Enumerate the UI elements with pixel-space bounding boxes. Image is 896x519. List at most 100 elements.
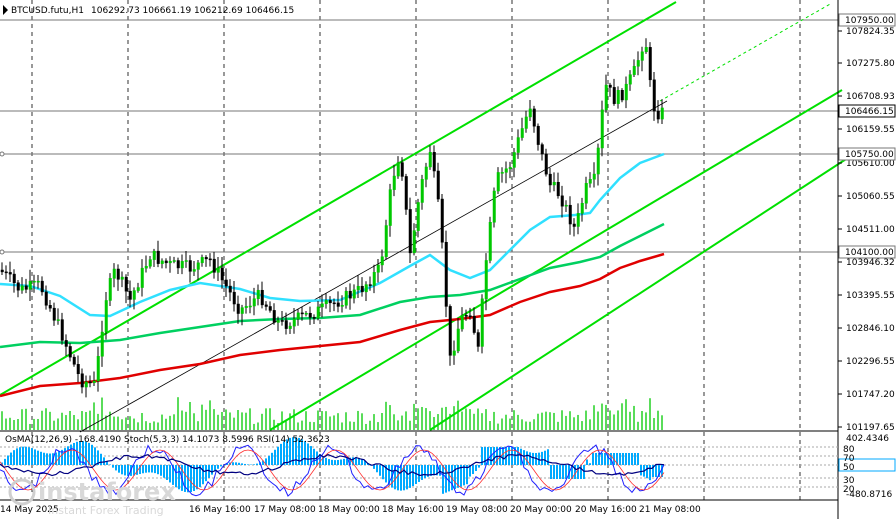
candle-body [32, 280, 36, 283]
candle-body [244, 306, 248, 308]
candle-body [428, 152, 432, 168]
candle-body [448, 306, 452, 356]
candle-body [520, 128, 524, 138]
candle-body [552, 181, 556, 186]
candle-body [592, 173, 596, 180]
price-tick: 106159.55 [846, 125, 895, 135]
candle-body [112, 268, 116, 279]
candle-body [660, 107, 664, 120]
indicator-tick: 402.4346 [846, 434, 889, 444]
candle-body [168, 260, 172, 264]
time-label: 18 May 00:00 [318, 505, 380, 515]
candle-body [460, 315, 464, 330]
candle-body [68, 346, 72, 358]
candle-body [504, 168, 508, 173]
candle-body [608, 84, 612, 88]
symbol-label: BTCUSD.futu,H1 [11, 6, 84, 16]
candle-body [312, 317, 316, 319]
brand-name: instaforex [38, 478, 176, 506]
price-tick: 107824.35 [846, 27, 895, 37]
candle-body [220, 267, 224, 281]
candle-body [300, 312, 304, 315]
price-tick: 103395.55 [846, 291, 895, 301]
ema-cyan-line [0, 152, 665, 318]
chart-header: BTCUSD.futu,H1 106292.73 106661.19 10621… [3, 5, 294, 16]
candle-body [292, 318, 296, 327]
candle-body [4, 271, 8, 274]
candle-body [44, 291, 48, 306]
candle-body [184, 260, 188, 262]
candle-body [372, 272, 376, 286]
candle-body [88, 381, 92, 384]
candle-body [412, 230, 416, 254]
candle-body [240, 307, 244, 314]
candle-body [384, 225, 388, 257]
price-tag-107950: 107950.00 [845, 16, 894, 26]
candle-body [564, 204, 568, 207]
candle-body [304, 312, 308, 315]
candle-body [100, 331, 104, 357]
candle-body [516, 137, 520, 153]
instaforex-logo-icon [8, 478, 36, 506]
candle-body [600, 109, 604, 149]
indicator-tick: 80 [843, 445, 855, 455]
ema-green-line [0, 222, 665, 349]
volume-bars [1, 397, 663, 430]
candle-body [52, 307, 56, 321]
candle-body [188, 260, 192, 272]
candle-body [644, 47, 648, 53]
candle-body [20, 285, 24, 291]
time-label: 20 May 16:00 [575, 505, 637, 515]
candle-body [232, 291, 236, 305]
candle-body [128, 290, 132, 300]
time-label: 21 May 08:00 [639, 505, 701, 515]
price-axis: 107824.35 107275.80 106708.93 106159.55 1056… [837, 0, 895, 519]
candle-body [152, 250, 156, 260]
candle-body [424, 166, 428, 180]
time-label: 19 May 08:00 [446, 505, 508, 515]
indicator-tick: 70 [843, 454, 855, 464]
candle-body [556, 181, 560, 197]
stochastic-line [0, 444, 665, 497]
candle-body [632, 66, 636, 75]
candle-body [436, 170, 440, 200]
price-tick: 102296.55 [846, 357, 895, 367]
candle-body [180, 261, 184, 269]
candle-body [176, 260, 180, 269]
candle-body [360, 285, 364, 293]
price-tags: 107950.00 106466.15 105750.00 104100.00 [838, 13, 896, 259]
candle-body [420, 179, 424, 203]
candle-body [24, 285, 28, 290]
candle-body [136, 287, 140, 291]
candle-body [612, 87, 616, 104]
ohlc-values: 106292.73 106661.19 106212.69 106466.15 [91, 6, 294, 16]
candle-body [576, 213, 580, 227]
price-tick: 106708.93 [846, 92, 895, 102]
candle-body [416, 202, 420, 231]
candle-body [468, 315, 472, 318]
indicator-panel: OsMA(12,26,9) -168.4190 Stoch(5,3,3) 14.… [0, 430, 896, 500]
indicator-tick: 50 [843, 463, 855, 473]
candle-body [328, 300, 332, 304]
candle-body [308, 312, 312, 318]
candle-body [396, 162, 400, 177]
time-labels: 14 May 2025 16 May 16:00 17 May 08:00 18 Ma… [0, 505, 701, 515]
candle-body [256, 289, 260, 299]
candle-body [108, 278, 112, 301]
candle-body [508, 167, 512, 169]
candle-body [172, 260, 176, 262]
time-label: 20 May 00:00 [510, 505, 572, 515]
price-tag-current: 106466.15 [845, 107, 894, 117]
candle-body [368, 284, 372, 286]
candle-body [580, 203, 584, 214]
candle-body [340, 304, 344, 307]
candle-body [392, 175, 396, 190]
candle-body [272, 310, 276, 323]
candle-body [352, 289, 356, 299]
candle-body [388, 189, 392, 226]
candle-body [320, 303, 324, 308]
indicator-tick: 30 [843, 476, 855, 486]
ema-red-line [0, 252, 665, 398]
